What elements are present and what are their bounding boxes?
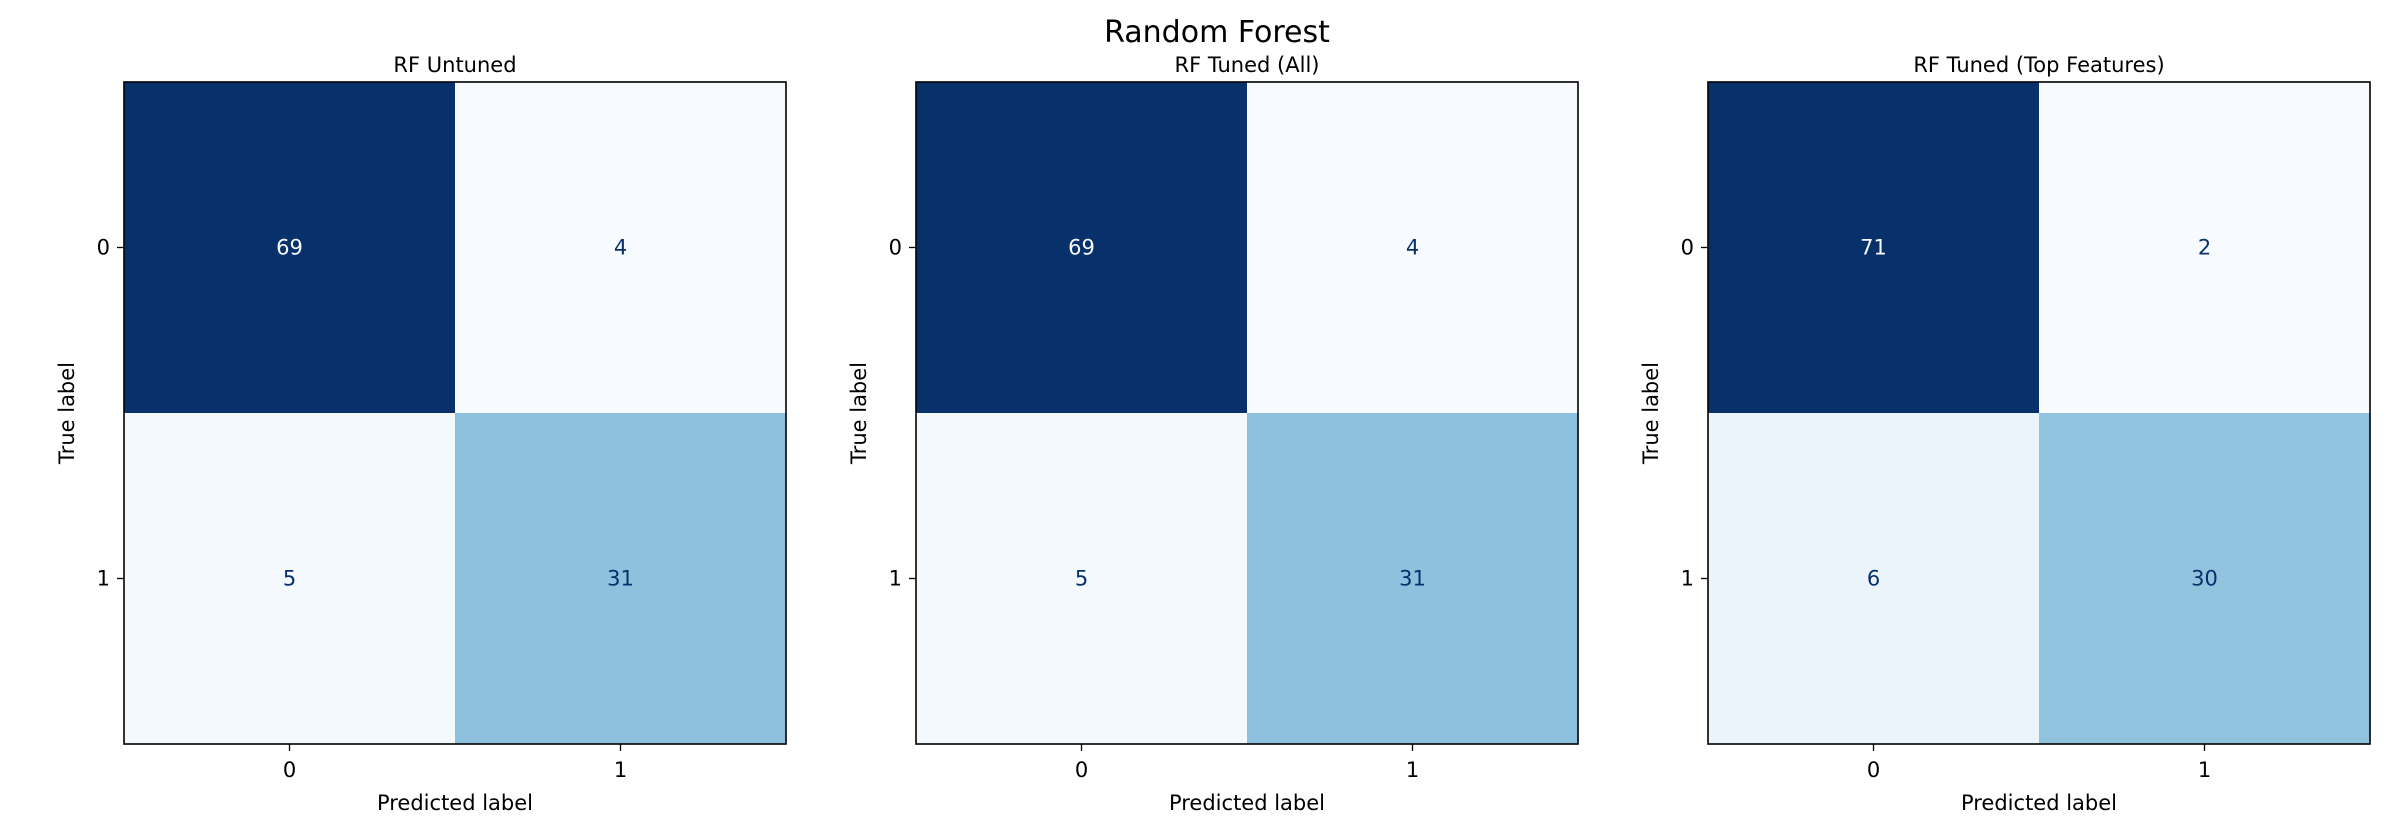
- matrix-cell: [455, 413, 786, 744]
- matrix-panel-1: RF Tuned (All) 69 4 5 31 0 1 0 1 Predicted label T…: [847, 53, 1579, 815]
- cell-value-label: 71: [1860, 236, 1887, 260]
- x-tick-label: 1: [614, 758, 627, 782]
- figure-suptitle: Random Forest: [1104, 15, 1330, 50]
- cell-value-label: 30: [2191, 567, 2218, 591]
- matrix-panel-0: RF Untuned 69 4 5 31 0 1 0 1 Predicted label True …: [55, 53, 787, 815]
- axes-frame: [915, 81, 1579, 745]
- cell-value-label: 4: [1406, 236, 1419, 260]
- matrix-cell: [1247, 82, 1578, 413]
- cell-value-label: 5: [1075, 567, 1088, 591]
- y-tick-label: 1: [889, 567, 902, 591]
- matrix-cell: [916, 413, 1247, 744]
- panel-title: RF Untuned: [393, 53, 516, 77]
- x-tick-label: 1: [2198, 758, 2211, 782]
- y-axis-label: True label: [847, 362, 871, 465]
- cell-value-label: 4: [614, 236, 627, 260]
- matrix-cell: [1708, 413, 2039, 744]
- matrix-cell: [124, 82, 455, 413]
- panel-title: RF Tuned (All): [1175, 53, 1320, 77]
- panels: RF Untuned 69 4 5 31 0 1 0 1 Predicted label True …: [55, 53, 2371, 815]
- y-axis-label: True label: [55, 362, 79, 465]
- x-tick-label: 1: [1406, 758, 1419, 782]
- y-axis-label: True label: [1639, 362, 1663, 465]
- x-axis-label: Predicted label: [1961, 791, 2117, 815]
- cell-value-label: 31: [607, 567, 634, 591]
- x-tick-label: 0: [1867, 758, 1880, 782]
- cell-value-label: 69: [1068, 236, 1095, 260]
- x-tick-label: 0: [283, 758, 296, 782]
- matrix-cell: [1708, 82, 2039, 413]
- matrix-cell: [1247, 413, 1578, 744]
- x-axis-label: Predicted label: [1169, 791, 1325, 815]
- y-tick-label: 1: [97, 567, 110, 591]
- matrix-panel-2: RF Tuned (Top Features) 71 2 6 30 0 1 0 1 Predict…: [1639, 53, 2371, 815]
- cell-value-label: 2: [2198, 236, 2211, 260]
- cell-value-label: 31: [1399, 567, 1426, 591]
- y-tick-label: 1: [1681, 567, 1694, 591]
- x-tick-label: 0: [1075, 758, 1088, 782]
- matrix-cell: [2039, 413, 2370, 744]
- y-tick-label: 0: [889, 236, 902, 260]
- axes-frame: [123, 81, 787, 745]
- panel-title: RF Tuned (Top Features): [1913, 53, 2164, 77]
- cell-value-label: 69: [276, 236, 303, 260]
- axes-frame: [1707, 81, 2371, 745]
- matrix-cell: [916, 82, 1247, 413]
- y-tick-label: 0: [97, 236, 110, 260]
- matrix-cell: [455, 82, 786, 413]
- y-tick-label: 0: [1681, 236, 1694, 260]
- cell-value-label: 6: [1867, 567, 1880, 591]
- x-axis-label: Predicted label: [377, 791, 533, 815]
- cell-value-label: 5: [283, 567, 296, 591]
- matrix-cell: [2039, 82, 2370, 413]
- matrix-cell: [124, 413, 455, 744]
